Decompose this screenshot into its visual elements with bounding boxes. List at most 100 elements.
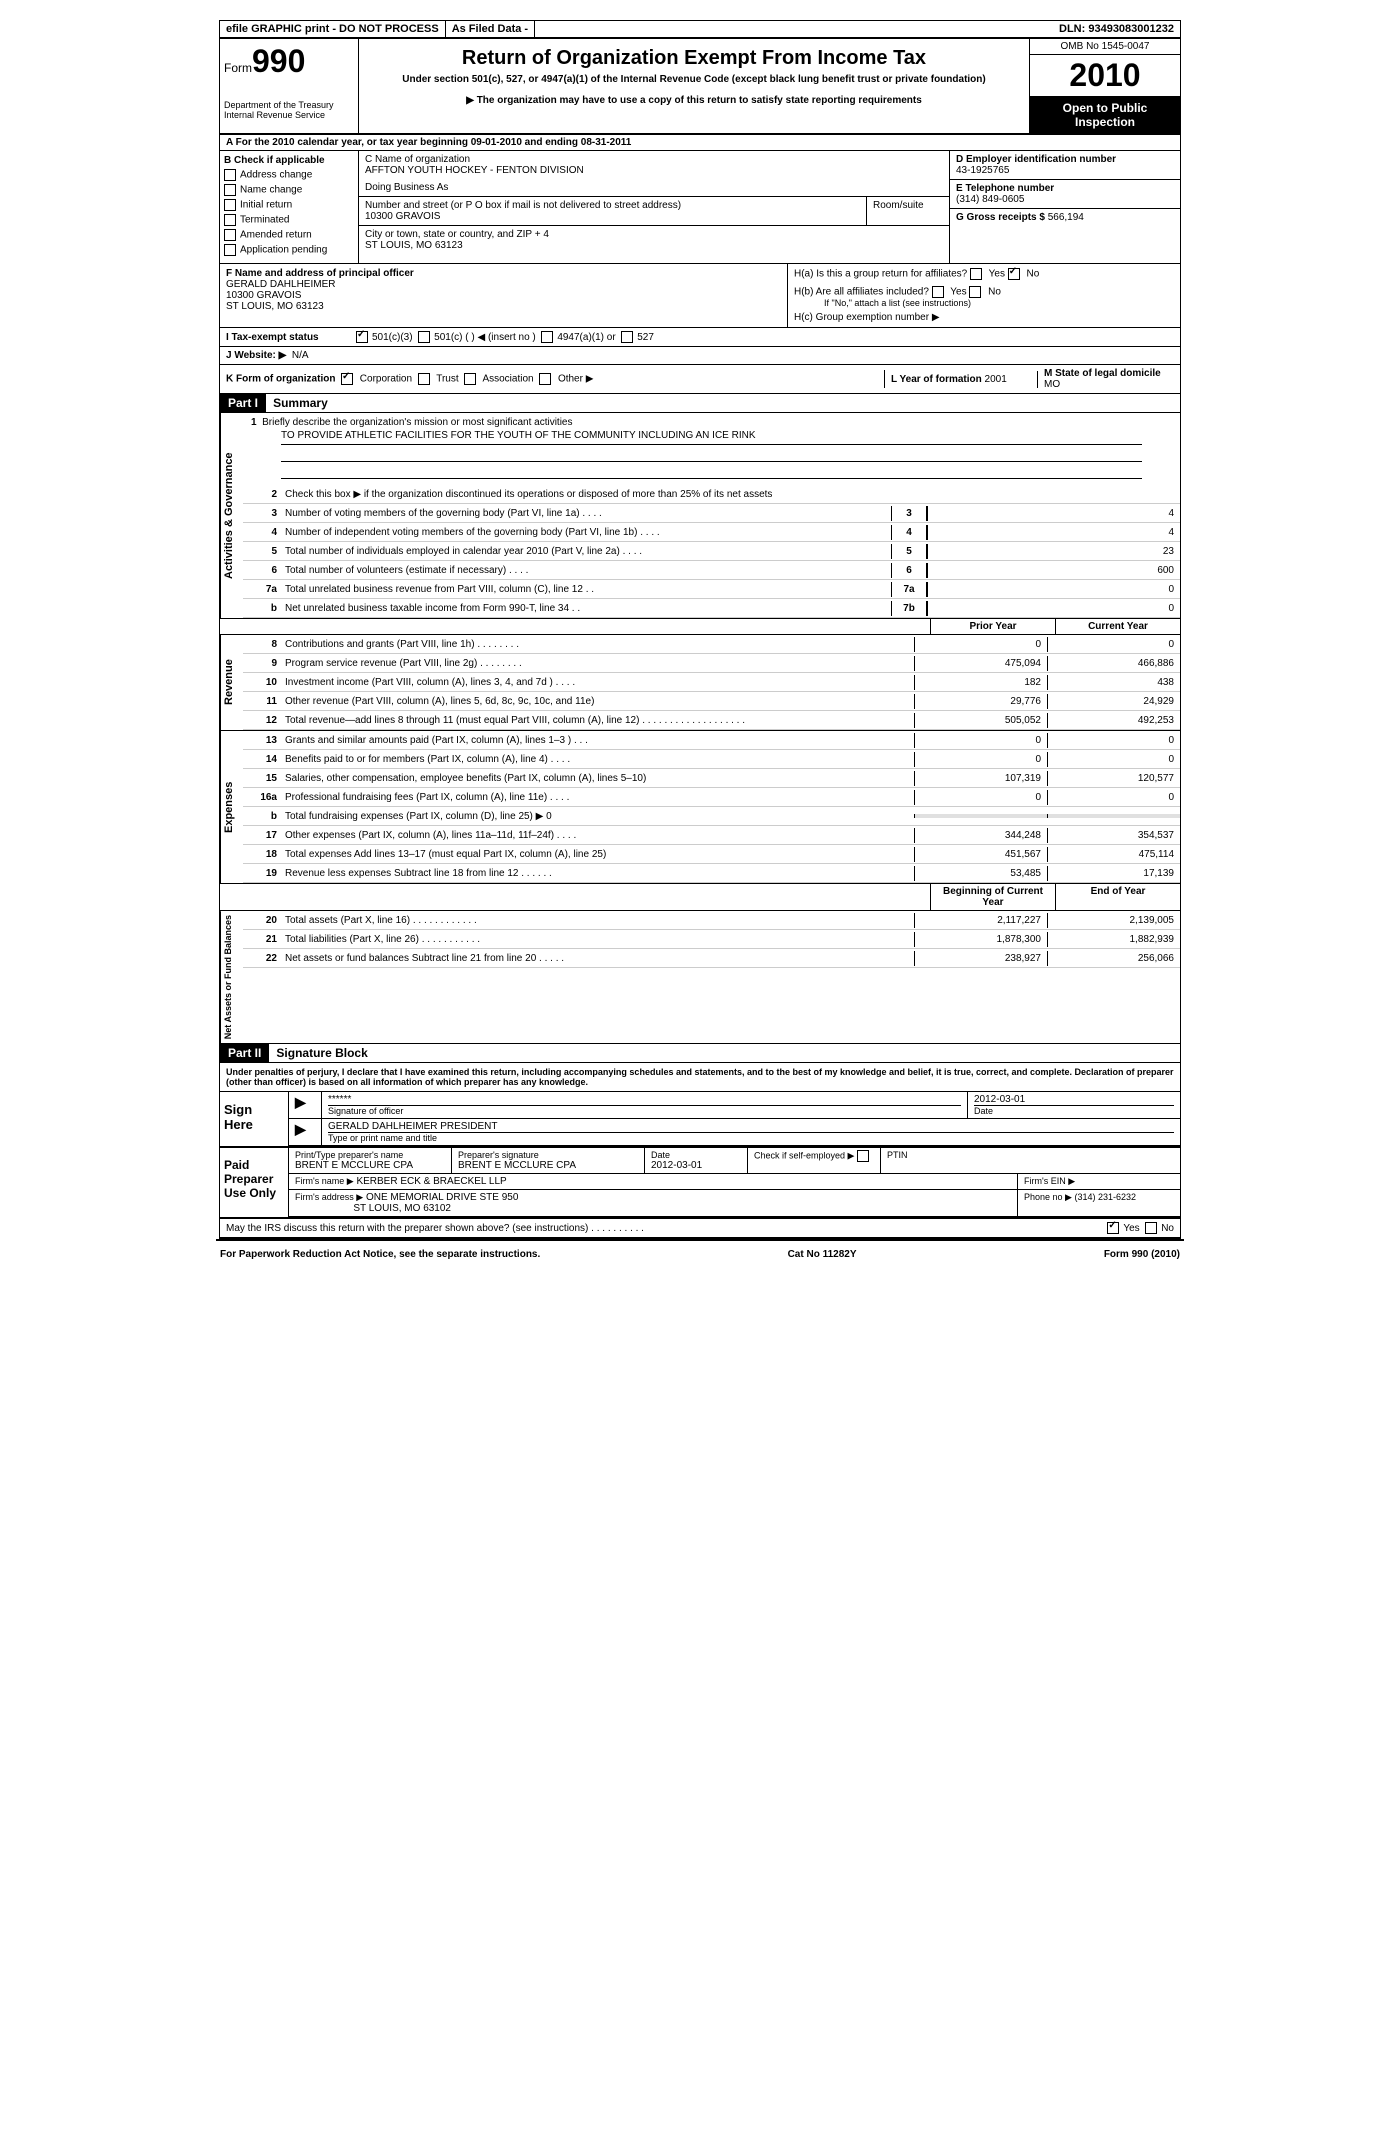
summary-net-assets: Net Assets or Fund Balances 20Total asse…	[220, 911, 1180, 1043]
hb-no-check[interactable]	[969, 286, 981, 298]
summary-line-15: 15Salaries, other compensation, employee…	[243, 769, 1180, 788]
line-1: 1 Briefly describe the organization's mi…	[243, 413, 1180, 485]
discuss-row: May the IRS discuss this return with the…	[220, 1219, 1180, 1238]
perjury-statement: Under penalties of perjury, I declare th…	[220, 1063, 1180, 1092]
ha-yes-check[interactable]	[970, 268, 982, 280]
tel-label: E Telephone number	[956, 183, 1174, 194]
ha-row: H(a) Is this a group return for affiliat…	[794, 268, 1174, 280]
check-4947[interactable]	[541, 331, 553, 343]
part-1-header: Part I Summary	[220, 394, 1180, 413]
check-501c3[interactable]	[356, 331, 368, 343]
check-trust[interactable]	[418, 373, 430, 385]
check-terminated[interactable]: Terminated	[224, 214, 354, 226]
summary-line-22: 22Net assets or fund balances Subtract l…	[243, 949, 1180, 968]
check-corporation[interactable]	[341, 373, 353, 385]
paid-preparer-label: Paid Preparer Use Only	[220, 1148, 289, 1217]
h-block: H(a) Is this a group return for affiliat…	[788, 264, 1180, 327]
org-name-label: C Name of organization	[365, 154, 943, 165]
hb-label: H(b) Are all affiliates included?	[794, 287, 929, 298]
i-row: I Tax-exempt status 501(c)(3) 501(c) ( )…	[220, 328, 1180, 347]
summary-line-14: 14Benefits paid to or for members (Part …	[243, 750, 1180, 769]
check-name-change[interactable]: Name change	[224, 184, 354, 196]
firm-name: KERBER ECK & BRAECKEL LLP	[356, 1176, 506, 1187]
hb-note: If "No," attach a list (see instructions…	[824, 298, 1174, 308]
summary-governance: Activities & Governance 1 Briefly descri…	[220, 413, 1180, 618]
vert-governance: Activities & Governance	[220, 413, 243, 618]
vert-net-assets: Net Assets or Fund Balances	[220, 911, 243, 1043]
col-current-year: Current Year	[1055, 619, 1180, 634]
check-application-pending[interactable]: Application pending	[224, 244, 354, 256]
summary-revenue: Revenue 8Contributions and grants (Part …	[220, 635, 1180, 730]
j-label: J Website: ▶	[226, 350, 286, 361]
ein-block: D Employer identification number 43-1925…	[950, 151, 1180, 180]
section-a: A For the 2010 calendar year, or tax yea…	[220, 135, 1180, 151]
summary-line-18: 18Total expenses Add lines 13–17 (must e…	[243, 845, 1180, 864]
check-527[interactable]	[621, 331, 633, 343]
discuss-text: May the IRS discuss this return with the…	[226, 1223, 1107, 1234]
j-row: J Website: ▶ N/A	[220, 347, 1180, 365]
check-amended[interactable]: Amended return	[224, 229, 354, 241]
summary-line-13: 13Grants and similar amounts paid (Part …	[243, 731, 1180, 750]
summary-line-b: bTotal fundraising expenses (Part IX, co…	[243, 807, 1180, 826]
form-word: Form	[224, 61, 252, 75]
summary-line-21: 21Total liabilities (Part X, line 26) . …	[243, 930, 1180, 949]
col-prior-year: Prior Year	[930, 619, 1055, 634]
signature-label: Signature of officer	[328, 1105, 961, 1116]
footer-right: Form 990 (2010)	[1104, 1249, 1180, 1260]
summary-line-19: 19Revenue less expenses Subtract line 18…	[243, 864, 1180, 883]
discuss-yes-check[interactable]	[1107, 1222, 1119, 1234]
discuss-no-check[interactable]	[1145, 1222, 1157, 1234]
check-501c[interactable]	[418, 331, 430, 343]
dept-treasury: Department of the Treasury	[224, 100, 354, 110]
l-label: L Year of formation	[891, 374, 982, 385]
summary-line-7a: 7aTotal unrelated business revenue from …	[243, 580, 1180, 599]
footer: For Paperwork Reduction Act Notice, see …	[216, 1239, 1184, 1268]
sign-date: 2012-03-01	[974, 1094, 1174, 1105]
year-formation: 2001	[985, 374, 1007, 385]
efile-notice: efile GRAPHIC print - DO NOT PROCESS	[220, 21, 446, 37]
form-number: 990	[252, 43, 305, 79]
ein-value: 43-1925765	[956, 165, 1174, 176]
mission-label: Briefly describe the organization's miss…	[262, 417, 572, 428]
form-990-container: efile GRAPHIC print - DO NOT PROCESS As …	[219, 20, 1181, 1239]
as-filed: As Filed Data -	[446, 21, 535, 37]
prep-sig-label: Preparer's signature	[458, 1150, 638, 1160]
check-self-employed[interactable]	[857, 1150, 869, 1162]
self-employed-label: Check if self-employed ▶	[754, 1151, 854, 1161]
street-value: 10300 GRAVOIS	[365, 211, 860, 222]
part-2-title: Signature Block	[272, 1044, 371, 1062]
firm-name-label: Firm's name ▶	[295, 1176, 354, 1186]
form-subtitle-2: ▶ The organization may have to use a cop…	[363, 95, 1025, 106]
ha-no-check[interactable]	[1008, 268, 1020, 280]
col-end-year: End of Year	[1055, 884, 1180, 910]
dba-label: Doing Business As	[365, 182, 943, 193]
sign-here-block: Sign Here ▶ ****** Signature of officer …	[220, 1092, 1180, 1148]
summary-line-8: 8Contributions and grants (Part VIII, li…	[243, 635, 1180, 654]
tel-value: (314) 849-0605	[956, 194, 1174, 205]
hb-yes-check[interactable]	[932, 286, 944, 298]
city-label: City or town, state or country, and ZIP …	[365, 229, 943, 240]
firm-addr-2: ST LOUIS, MO 63102	[353, 1203, 451, 1214]
summary-line-4: 4Number of independent voting members of…	[243, 523, 1180, 542]
check-initial-return[interactable]: Initial return	[224, 199, 354, 211]
summary-line-12: 12Total revenue—add lines 8 through 11 (…	[243, 711, 1180, 730]
street-row: Number and street (or P O box if mail is…	[359, 197, 949, 226]
summary-line-11: 11Other revenue (Part VIII, column (A), …	[243, 692, 1180, 711]
check-association[interactable]	[464, 373, 476, 385]
officer-name: GERALD DAHLHEIMER	[226, 279, 781, 290]
preparer-date: 2012-03-01	[651, 1160, 741, 1171]
hb-row: H(b) Are all affiliates included? Yes No	[794, 286, 1174, 298]
mission-text: TO PROVIDE ATHLETIC FACILITIES FOR THE Y…	[281, 430, 1142, 445]
check-address-change[interactable]: Address change	[224, 169, 354, 181]
type-label: Type or print name and title	[328, 1132, 1174, 1143]
tax-year: 2010	[1030, 55, 1180, 97]
col-headers-net: Beginning of Current Year End of Year	[220, 883, 1180, 911]
check-other[interactable]	[539, 373, 551, 385]
gross-value: 566,194	[1048, 212, 1084, 223]
k-row: K Form of organization Corporation Trust…	[220, 365, 1180, 394]
m-label: M State of legal domicile	[1044, 368, 1161, 379]
sign-here-label: Sign Here	[220, 1092, 289, 1146]
room-label: Room/suite	[867, 197, 949, 225]
mission-blank-2	[281, 464, 1142, 479]
dln-value: 93493083001232	[1088, 23, 1174, 35]
